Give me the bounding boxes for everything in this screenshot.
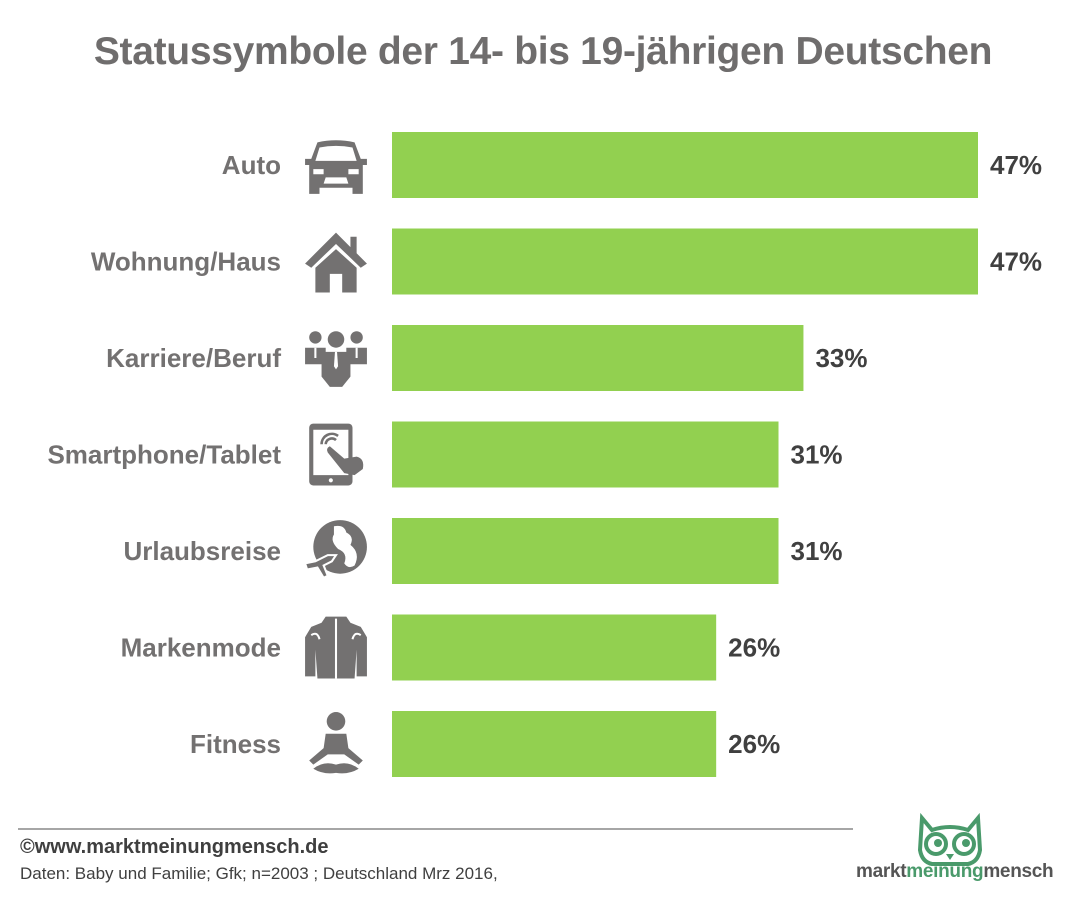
data-source-note: Daten: Baby und Familie; Gfk; n=2003 ; D… — [20, 864, 498, 883]
bar — [392, 421, 779, 488]
meditation-icon — [309, 712, 363, 774]
value-label: 33% — [815, 343, 867, 373]
category-label: Smartphone/Tablet — [47, 440, 281, 470]
footer-divider — [18, 828, 853, 830]
bar-row: Urlaubsreise 31% — [123, 518, 843, 584]
bar — [392, 711, 717, 777]
category-label: Markenmode — [121, 633, 281, 663]
bar — [392, 614, 717, 681]
bar — [392, 325, 804, 391]
logo-word-meinung: meinung — [906, 861, 984, 882]
bar-chart: Auto 47% Wohnung/Haus 47% Karriere/Beruf 33% S… — [47, 132, 1042, 777]
bar — [392, 228, 978, 295]
house-icon — [305, 232, 367, 293]
category-label: Urlaubsreise — [123, 536, 281, 566]
category-label: Karriere/Beruf — [106, 343, 281, 373]
bar-row: Karriere/Beruf 33% — [106, 325, 867, 391]
chart-title: Statussymbole der 14- bis 19-jährigen De… — [93, 30, 993, 73]
business-team-icon — [305, 331, 367, 387]
bar-row: Auto 47% — [222, 132, 1042, 198]
bar-row: Wohnung/Haus 47% — [91, 228, 1042, 295]
bar — [392, 518, 779, 584]
owl-logo-icon — [917, 812, 983, 866]
car-icon — [305, 140, 367, 194]
bar — [392, 132, 978, 198]
category-label: Fitness — [190, 729, 281, 759]
category-label: Wohnung/Haus — [91, 247, 281, 277]
bar-row: Markenmode 26% — [121, 614, 780, 681]
value-label: 31% — [791, 536, 843, 566]
value-label: 26% — [728, 633, 780, 663]
logo-word-markt: markt — [856, 861, 907, 882]
tablet-touch-icon — [307, 422, 365, 487]
value-label: 47% — [990, 247, 1042, 277]
bar-row: Smartphone/Tablet 31% — [47, 421, 843, 488]
category-label: Auto — [222, 150, 281, 180]
value-label: 26% — [728, 729, 780, 759]
value-label: 47% — [990, 150, 1042, 180]
copyright-link[interactable]: ©www.marktmeinungmensch.de — [20, 836, 329, 858]
value-label: 31% — [791, 440, 843, 470]
bar-row: Fitness 26% — [190, 711, 780, 777]
globe-airplane-icon — [303, 518, 369, 579]
jacket-icon — [303, 615, 369, 680]
logo-word-mensch: mensch — [983, 861, 1054, 882]
logo-wordmark: marktmeinungmensch — [856, 861, 1054, 883]
